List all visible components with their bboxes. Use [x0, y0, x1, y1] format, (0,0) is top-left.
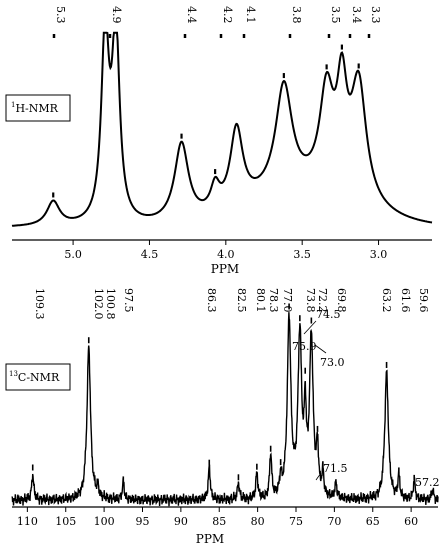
c-tick-label-105: 105 — [55, 515, 76, 528]
c-x-axis-label: PPM — [196, 532, 224, 546]
c-peak-label-61-6: 61.6 — [399, 288, 412, 313]
c-x-ticks: 110 105 100 95 90 85 80 75 70 65 60 — [17, 507, 418, 528]
c-tick-label-60: 60 — [404, 515, 418, 528]
h-peak-label-4-2: 4.2 — [221, 6, 234, 24]
c-peak-label-100-8: 100.8 — [104, 288, 117, 320]
c-spectrum-label-box: 13C-NMR — [5, 363, 71, 391]
c-callout-74-5: 74.5 — [316, 308, 341, 321]
c-tick-label-80: 80 — [251, 515, 265, 528]
c-peak-label-82-5: 82.5 — [235, 288, 248, 313]
h-tick-label-3-5: 3.5 — [293, 248, 311, 261]
h-peak-label-3-5: 3.5 — [329, 6, 342, 24]
c-nmr-panel: 109.3 102.0 100.8 97.5 86.3 82.5 80.1 78.3 77.0 7… — [5, 288, 440, 546]
c-callout-73-0-leader — [314, 344, 327, 354]
h-spectrum-trace — [11, 31, 433, 227]
h-tick-label-4-0: 4.0 — [217, 248, 235, 261]
c-label-frame — [5, 363, 71, 391]
c-tick-label-90: 90 — [174, 515, 188, 528]
c-label-sup: 13 — [9, 370, 18, 378]
h-nmr-panel: 5.3 4.9 4.4 4.2 4.1 3.8 3.5 3.4 3.3 1H-NMR 5.0 4.… — [5, 6, 433, 276]
h-label-sup: 1 — [11, 101, 15, 109]
h-peak-label-3-4: 3.4 — [350, 6, 363, 24]
h-x-axis-label: PPM — [211, 262, 239, 276]
c-tick-label-95: 95 — [135, 515, 149, 528]
c-tick-label-70: 70 — [327, 515, 341, 528]
h-peak-label-4-4: 4.4 — [185, 6, 198, 24]
h-label-text: H-NMR — [15, 102, 58, 115]
c-tick-label-100: 100 — [94, 515, 115, 528]
h-peak-label-3-3: 3.3 — [369, 6, 382, 24]
h-tick-label-5-0: 5.0 — [64, 248, 82, 261]
c-tick-label-75: 75 — [289, 515, 303, 528]
c-peak-label-109-3: 109.3 — [33, 288, 46, 320]
c-peak-label-63-2: 63.2 — [380, 288, 393, 313]
h-spectrum-label: 1H-NMR — [11, 101, 59, 115]
c-callout-57-2: 57.2 — [415, 476, 440, 489]
h-peak-label-4-9: 4.9 — [110, 6, 123, 24]
h-label-frame — [5, 94, 71, 122]
c-callout-71-5: 71.5 — [323, 462, 348, 475]
c-peak-label-102-0: 102.0 — [92, 288, 105, 320]
c-peak-label-59-6: 59.6 — [417, 288, 430, 313]
c-peak-label-78-3: 78.3 — [267, 288, 280, 313]
c-peak-label-80-1: 80.1 — [254, 288, 267, 313]
h-peak-label-5-3: 5.3 — [54, 6, 67, 24]
c-callouts: 75.9 74.5 73.0 71.5 57.2 — [292, 308, 440, 489]
c-peak-label-77-0: 77.0 — [281, 288, 294, 313]
c-callout-73-0: 73.0 — [320, 356, 345, 369]
c-spectrum-trace — [11, 312, 439, 507]
c-tick-label-110: 110 — [17, 515, 38, 528]
h-tick-label-3-0: 3.0 — [370, 248, 388, 261]
h-tick-label-4-5: 4.5 — [141, 248, 159, 261]
c-peak-label-97-5: 97.5 — [122, 288, 135, 313]
h-peak-labels: 5.3 4.9 4.4 4.2 4.1 3.8 3.5 3.4 3.3 — [52, 6, 382, 38]
h-peak-label-4-1: 4.1 — [244, 6, 257, 24]
c-peak-label-72-2: 72.2 — [316, 288, 329, 313]
h-spectrum-label-box: 1H-NMR — [5, 94, 71, 122]
c-spectrum-label: 13C-NMR — [9, 370, 60, 384]
c-callout-74-5-leader — [303, 320, 317, 335]
c-tick-label-85: 85 — [212, 515, 226, 528]
c-peak-label-69-8: 69.8 — [335, 288, 348, 313]
c-tick-label-65: 65 — [366, 515, 380, 528]
h-peak-markers — [52, 44, 360, 198]
h-x-ticks: 5.0 4.5 4.0 3.5 3.0 — [64, 240, 387, 261]
c-label-text: C-NMR — [18, 371, 60, 384]
c-peak-label-73-8: 73.8 — [304, 288, 317, 313]
h-peak-label-3-8: 3.8 — [290, 6, 303, 24]
c-peak-labels: 109.3 102.0 100.8 97.5 86.3 82.5 80.1 78.3 77.0 7… — [33, 288, 430, 320]
c-peak-label-86-3: 86.3 — [205, 288, 218, 313]
